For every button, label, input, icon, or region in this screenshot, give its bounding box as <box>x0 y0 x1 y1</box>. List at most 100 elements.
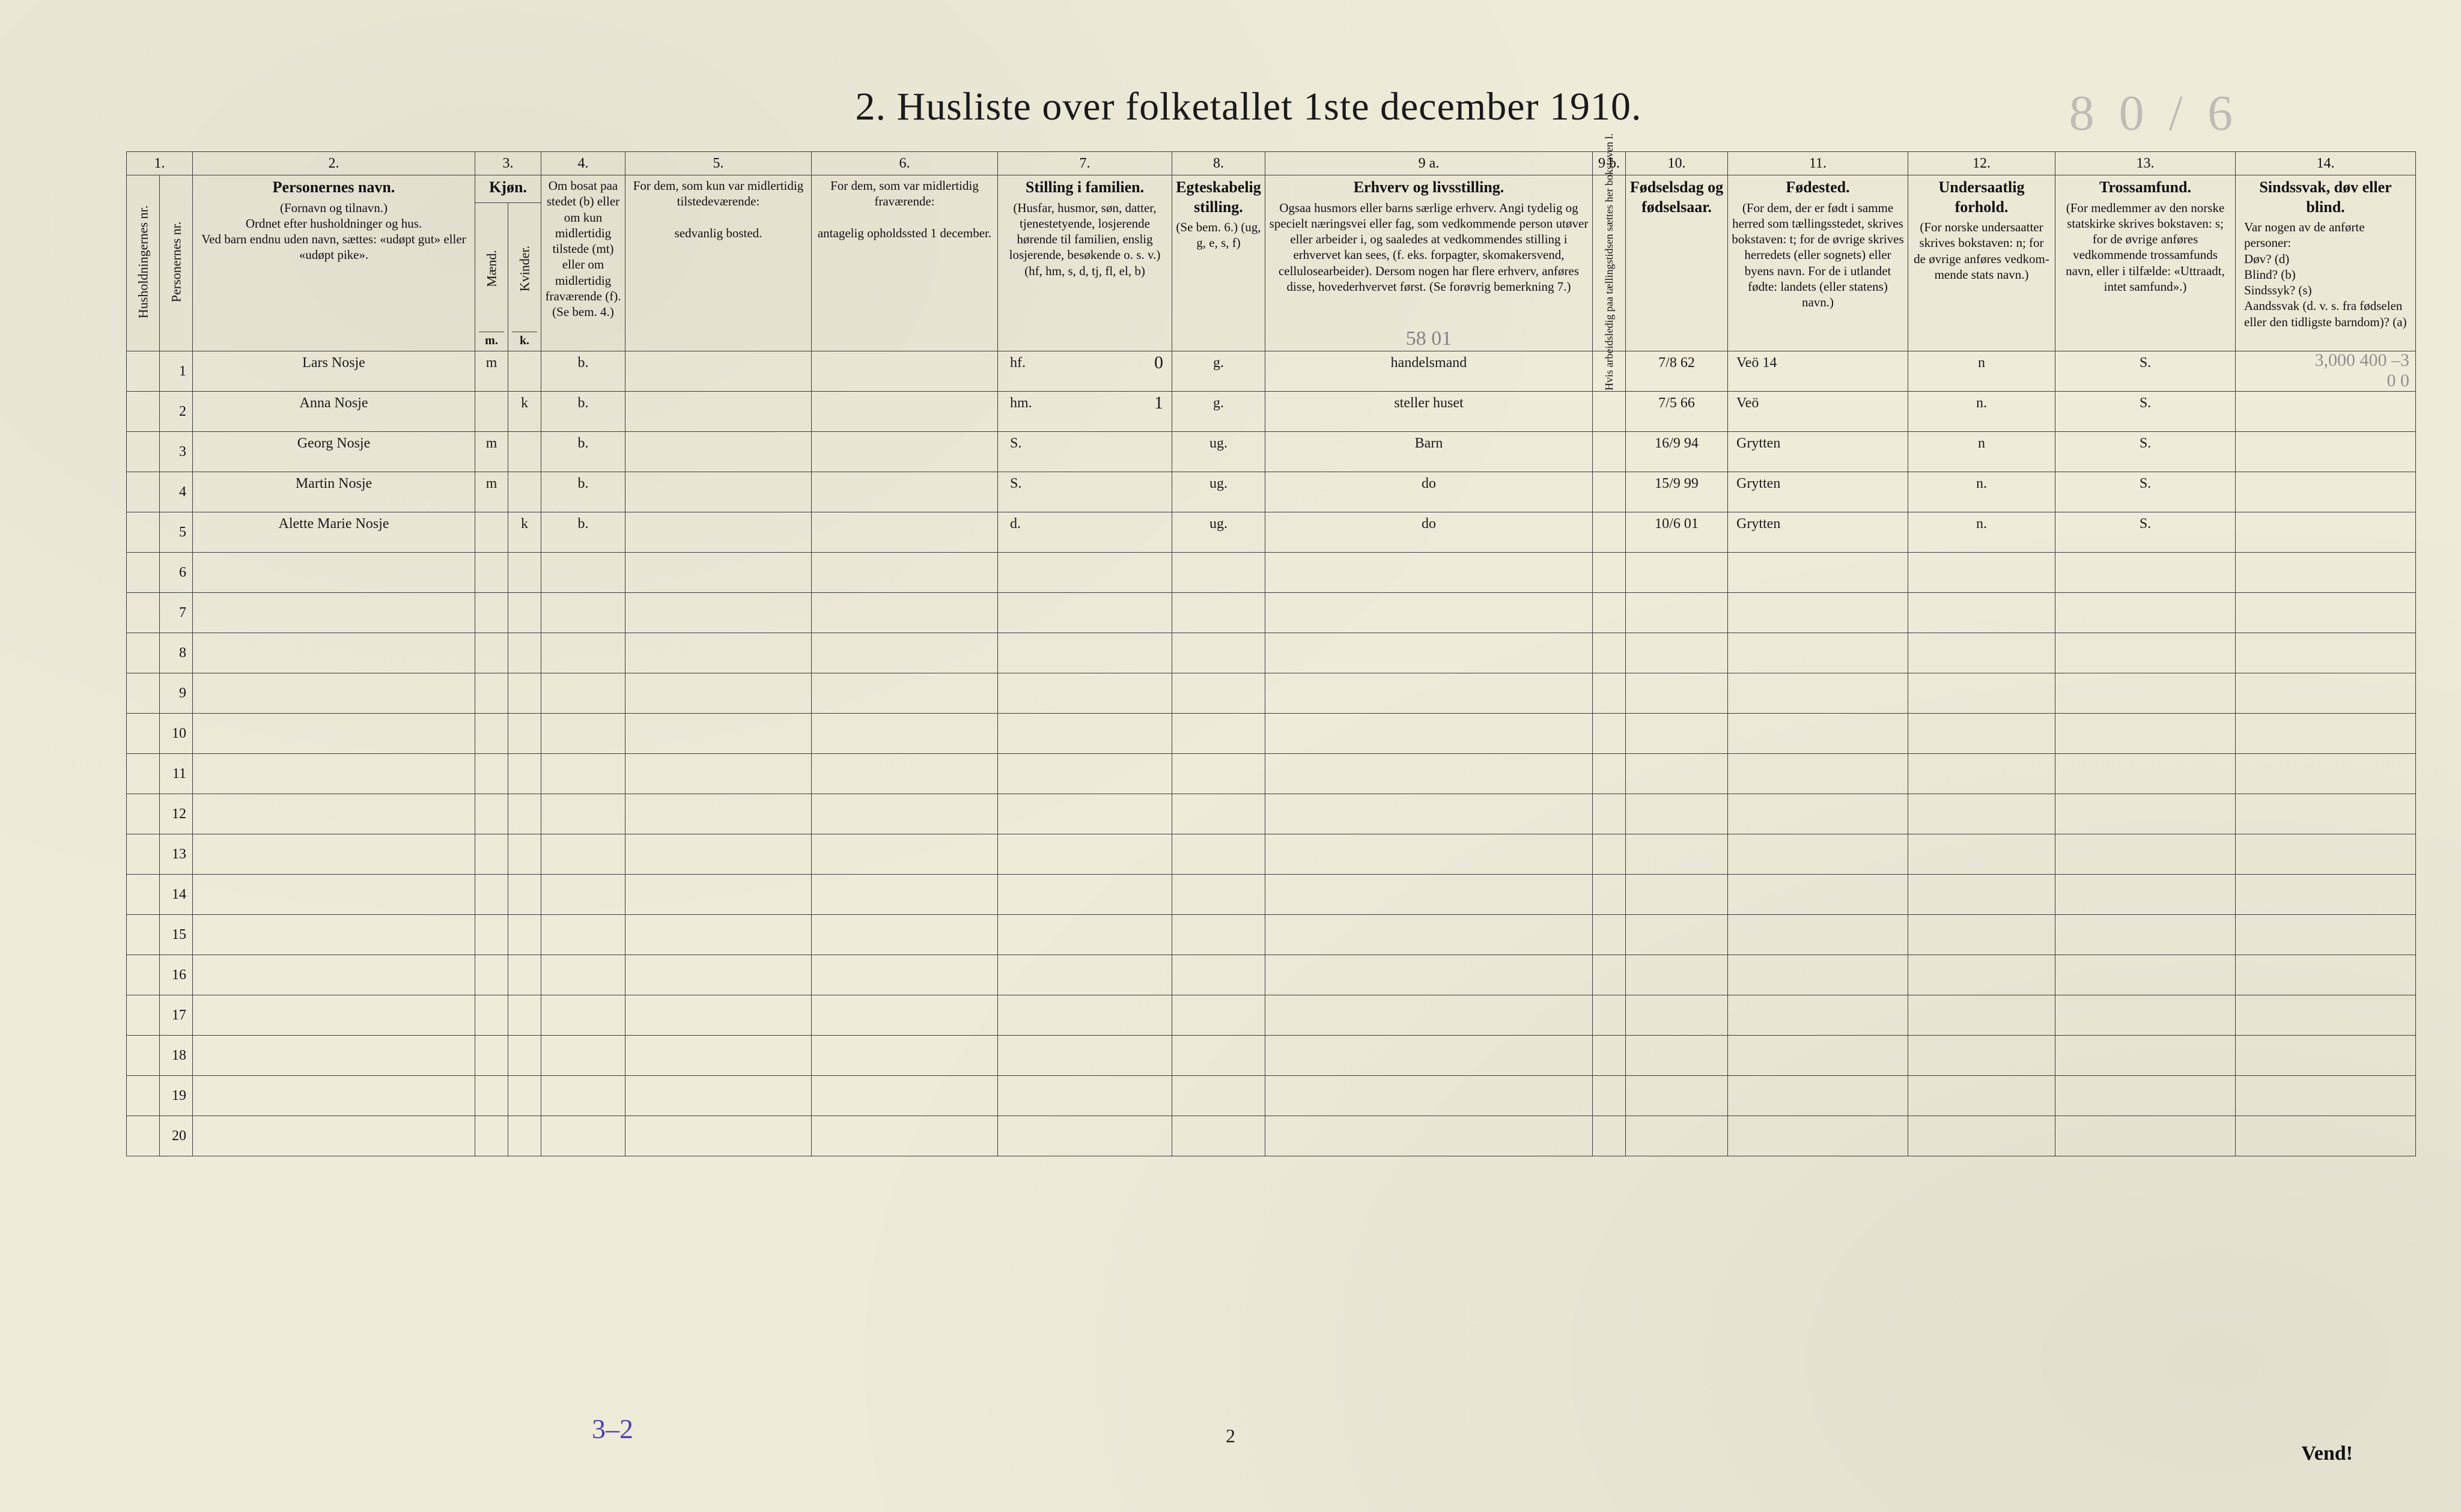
column-number-row: 1. 2. 3. 4. 5. 6. 7. 8. 9 a. 9 b. 10. 11… <box>127 152 2416 175</box>
hdr-undersaat-title: Undersaatlig forhold. <box>1912 178 2051 217</box>
pencil-annotation-right-1: 3,000 400 –3 <box>2315 349 2410 372</box>
table-row: 3Georg Nosjemb.S.ug.Barn16/9 94GryttennS… <box>127 431 2416 472</box>
hdr-husholdning-nr: Husholdningernes nr. <box>127 175 160 351</box>
colnum-10: 10. <box>1626 152 1728 175</box>
hdr-sindssvak-body: Var nogen av de anførte personer: Døv? (… <box>2239 219 2412 330</box>
colnum-2: 2. <box>193 152 475 175</box>
colnum-5: 5. <box>625 152 812 175</box>
cell-occupation: Barn <box>1265 431 1593 472</box>
pencil-annotation-bottom: 3–2 <box>592 1413 633 1445</box>
vend-label: Vend! <box>2301 1442 2353 1465</box>
hdr-kvinder-label: Kvinder. <box>516 245 533 291</box>
table-body: 1Lars Nosjemb.hf.0g.handelsmand58 017/8 … <box>127 351 2416 1156</box>
table-row: 18 <box>127 1035 2416 1075</box>
hdr-stilling-fam-body: (Husfar, husmor, søn, datter, tjenestety… <box>1002 200 1168 279</box>
table-row: 6 <box>127 552 2416 592</box>
pencil-annotation-col9: 58 01 <box>1406 326 1452 352</box>
hdr-fodested-body: (For dem, der er født i samme herred som… <box>1732 200 1904 311</box>
hdr-erhverv: Erhverv og livsstilling. Ogsaa husmors e… <box>1265 175 1593 351</box>
hdr-maend-label: Mænd. <box>483 250 500 287</box>
table-row: 11 <box>127 753 2416 794</box>
hdr-sindssvak: Sindssvak, døv eller blind. Var nogen av… <box>2236 175 2416 351</box>
hdr-person-nr: Personernes nr. <box>160 175 193 351</box>
hdr-navn-body: (Fornavn og tilnavn.) Ordnet efter husho… <box>196 200 471 263</box>
table-row: 9 <box>127 673 2416 713</box>
hdr-bosat: Om bosat paa stedet (b) eller om kun mid… <box>541 175 625 351</box>
hdr-kvinder: Kvinder. k. <box>508 202 541 351</box>
hdr-fodselsdag: Fødsels­dag og fødsels­aar. <box>1626 175 1728 351</box>
colnum-9a: 9 a. <box>1265 152 1593 175</box>
page-number-footer: 2 <box>1226 1425 1235 1447</box>
colnum-1: 1. <box>127 152 193 175</box>
table-row: 19 <box>127 1075 2416 1116</box>
table-row: 12 <box>127 794 2416 834</box>
hdr-fodselsdag-title: Fødsels­dag og fødsels­aar. <box>1629 178 1724 217</box>
table-row: 16 <box>127 955 2416 995</box>
hdr-navn-title: Personernes navn. <box>196 178 471 198</box>
colnum-12: 12. <box>1908 152 2055 175</box>
pencil-annotation-right-2: 0 0 <box>2387 369 2410 392</box>
colnum-3: 3. <box>475 152 541 175</box>
hdr-bosat-body: Om bosat paa stedet (b) eller om kun mid… <box>545 178 621 320</box>
colnum-4: 4. <box>541 152 625 175</box>
colnum-7: 7. <box>998 152 1172 175</box>
hdr-sindssvak-title: Sindssvak, døv eller blind. <box>2239 178 2412 217</box>
hdr-trossamfund: Trossamfund. (For medlemmer av den norsk… <box>2055 175 2236 351</box>
hdr-fodested: Fødested. (For dem, der er født i samme … <box>1728 175 1908 351</box>
table-row: 8 <box>127 633 2416 673</box>
cell-name: Martin Nosje <box>193 472 475 512</box>
hdr-husholdning-nr-label: Husholdningernes nr. <box>135 205 151 318</box>
cell-occupation: do <box>1265 512 1593 552</box>
table-row: 20 <box>127 1116 2416 1156</box>
hdr-stilling-fam-title: Stilling i familien. <box>1002 178 1168 198</box>
hdr-midl-frav: For dem, som var midlertidig fraværende:… <box>812 175 998 351</box>
hdr-arbeidsledig: Hvis arbeidsledig paa tællingstidsen sæt… <box>1593 175 1626 351</box>
table-row: 10 <box>127 713 2416 753</box>
hdr-erhverv-title: Erhverv og livsstilling. <box>1269 178 1589 198</box>
cell-name: Anna Nosje <box>193 391 475 431</box>
table-row: 1Lars Nosjemb.hf.0g.handelsmand58 017/8 … <box>127 351 2416 391</box>
hdr-trossamfund-title: Trossamfund. <box>2059 178 2231 198</box>
census-table: 1. 2. 3. 4. 5. 6. 7. 8. 9 a. 9 b. 10. 11… <box>126 151 2416 1156</box>
table-row: 7 <box>127 592 2416 633</box>
colnum-11: 11. <box>1728 152 1908 175</box>
hdr-undersaat-body: (For norske under­saatter skrives boksta… <box>1912 219 2051 282</box>
colnum-6: 6. <box>812 152 998 175</box>
header-row: Husholdningernes nr. Personernes nr. Per… <box>127 175 2416 203</box>
hdr-midl-frav-body: For dem, som var midlertidig fraværende:… <box>815 178 994 241</box>
page-title: 2. Husliste over folketallet 1ste decemb… <box>126 84 2371 130</box>
cell-occupation: handelsmand58 01 <box>1265 351 1593 391</box>
hdr-midl-tilstede-body: For dem, som kun var midlertidig tilsted… <box>629 178 808 241</box>
table-row: 4Martin Nosjemb.S.ug.do15/9 99Gryttenn.S… <box>127 472 2416 512</box>
table-row: 15 <box>127 914 2416 955</box>
hdr-egteskab: Egteska­belig stilling. (Se bem. 6.) (ug… <box>1172 175 1265 351</box>
hdr-egteskab-body: (Se bem. 6.) (ug, g, e, s, f) <box>1176 219 1261 251</box>
cell-name: Lars Nosje <box>193 351 475 391</box>
hdr-fodested-title: Fødested. <box>1732 178 1904 198</box>
hdr-stilling-fam: Stilling i familien. (Husfar, husmor, sø… <box>998 175 1172 351</box>
colnum-14: 14. <box>2236 152 2416 175</box>
cell-name: Georg Nosje <box>193 431 475 472</box>
hdr-kjon: Kjøn. <box>475 175 541 203</box>
hdr-midl-tilstede: For dem, som kun var midlertidig tilsted… <box>625 175 812 351</box>
cell-name: Alette Marie Nosje <box>193 512 475 552</box>
hdr-trossamfund-body: (For medlemmer av den norske statskirke … <box>2059 200 2231 295</box>
hdr-egteskab-title: Egteska­belig stilling. <box>1176 178 1261 217</box>
colnum-8: 8. <box>1172 152 1265 175</box>
table-row: 5Alette Marie Nosjekb.d.ug.do10/6 01Gryt… <box>127 512 2416 552</box>
hdr-navn: Personernes navn. (Fornavn og tilnavn.) … <box>193 175 475 351</box>
pencil-annotation-top: 8 0 / 6 <box>2069 84 2239 142</box>
census-page: 8 0 / 6 2. Husliste over folketallet 1st… <box>0 0 2461 1512</box>
table-row: 14 <box>127 874 2416 914</box>
colnum-13: 13. <box>2055 152 2236 175</box>
hdr-person-nr-label: Personernes nr. <box>168 222 184 302</box>
cell-occupation: steller huset <box>1265 391 1593 431</box>
hdr-undersaat: Undersaatlig forhold. (For norske under­… <box>1908 175 2055 351</box>
table-row: 17 <box>127 995 2416 1035</box>
hdr-kjon-title: Kjøn. <box>479 178 537 198</box>
table-row: 2Anna Nosjekb.hm.1g.steller huset7/5 66V… <box>127 391 2416 431</box>
hdr-maend: Mænd. m. <box>475 202 508 351</box>
cell-occupation: do <box>1265 472 1593 512</box>
hdr-erhverv-body: Ogsaa husmors eller barns særlige erhver… <box>1269 200 1589 295</box>
table-row: 13 <box>127 834 2416 874</box>
